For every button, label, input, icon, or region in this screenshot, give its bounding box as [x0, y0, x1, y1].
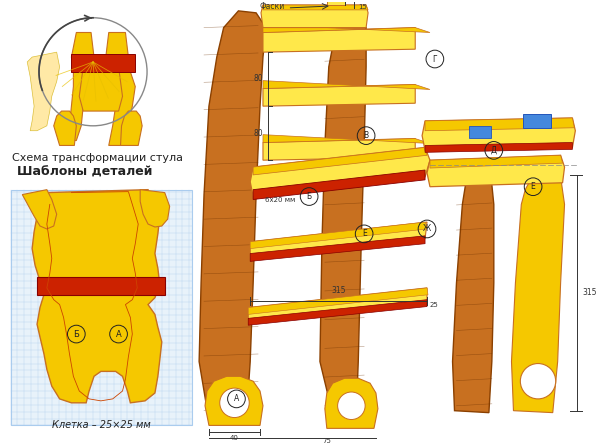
Text: Шаблоны деталей: Шаблоны деталей — [17, 165, 153, 178]
Polygon shape — [27, 52, 59, 131]
Bar — [523, 114, 551, 128]
Polygon shape — [140, 190, 170, 227]
Polygon shape — [79, 67, 122, 111]
Text: Б: Б — [73, 330, 79, 339]
Polygon shape — [263, 5, 368, 10]
Circle shape — [520, 363, 556, 399]
Text: 6х20 мм: 6х20 мм — [265, 197, 295, 202]
Bar — [327, 0, 344, 5]
Text: Схема трансформации стула: Схема трансформации стула — [13, 153, 184, 163]
Text: Е: Е — [362, 229, 367, 238]
Text: Е: Е — [531, 182, 535, 191]
Polygon shape — [250, 222, 427, 248]
Polygon shape — [121, 111, 142, 145]
Text: 315: 315 — [331, 286, 346, 295]
Polygon shape — [511, 173, 565, 413]
Polygon shape — [250, 148, 430, 197]
Text: Б: Б — [307, 192, 312, 201]
Text: 40: 40 — [230, 435, 239, 441]
Text: А: А — [116, 330, 121, 339]
Text: Ж: Ж — [423, 224, 431, 233]
Polygon shape — [320, 23, 366, 413]
Polygon shape — [425, 143, 572, 153]
Text: Г: Г — [433, 54, 437, 63]
Polygon shape — [263, 25, 430, 33]
Text: Фаски: Фаски — [259, 2, 284, 12]
Polygon shape — [253, 170, 425, 199]
Polygon shape — [263, 81, 430, 90]
Polygon shape — [263, 28, 415, 52]
Polygon shape — [106, 33, 135, 145]
Text: 80: 80 — [253, 74, 263, 83]
Circle shape — [338, 392, 365, 420]
Text: В: В — [364, 131, 368, 140]
Text: 15: 15 — [358, 4, 367, 10]
Polygon shape — [422, 118, 575, 150]
Polygon shape — [32, 190, 162, 403]
Polygon shape — [250, 236, 425, 261]
Circle shape — [220, 388, 249, 417]
Polygon shape — [253, 148, 427, 175]
Text: 75: 75 — [322, 438, 331, 444]
Polygon shape — [199, 11, 266, 421]
Bar — [71, 54, 135, 72]
Polygon shape — [22, 190, 56, 229]
Polygon shape — [325, 378, 378, 428]
Polygon shape — [67, 33, 94, 140]
Polygon shape — [263, 135, 430, 144]
Text: Д: Д — [491, 146, 497, 155]
Polygon shape — [248, 288, 428, 314]
Text: Клетка – 25×25 мм: Клетка – 25×25 мм — [52, 420, 150, 430]
Bar — [469, 126, 491, 138]
Bar — [11, 190, 192, 425]
Polygon shape — [54, 111, 76, 145]
Polygon shape — [425, 118, 574, 131]
Text: 80: 80 — [253, 129, 263, 138]
Text: А: А — [234, 394, 239, 403]
Bar — [37, 277, 165, 295]
Text: 315: 315 — [582, 288, 597, 297]
Polygon shape — [263, 85, 415, 106]
Polygon shape — [248, 300, 427, 325]
Polygon shape — [261, 5, 368, 28]
Polygon shape — [452, 165, 494, 413]
Polygon shape — [205, 376, 263, 425]
Polygon shape — [430, 155, 563, 168]
Polygon shape — [250, 222, 427, 258]
Text: 25: 25 — [430, 301, 439, 308]
Polygon shape — [263, 139, 415, 160]
Polygon shape — [427, 155, 565, 187]
Polygon shape — [248, 288, 427, 322]
